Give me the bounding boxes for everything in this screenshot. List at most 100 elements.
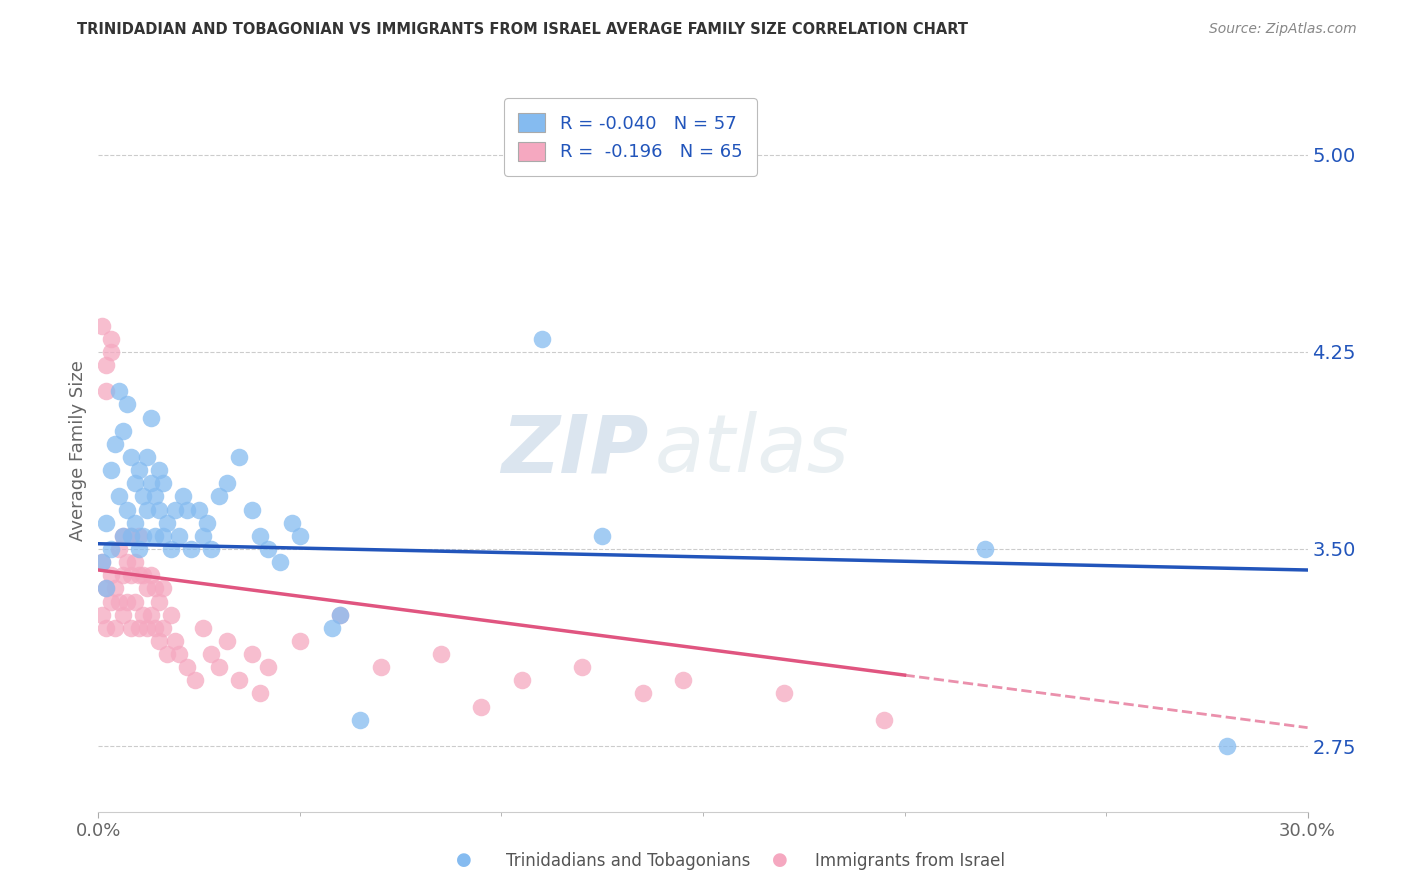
- Point: [152, 476, 174, 491]
- Point: [571, 660, 593, 674]
- Point: [111, 424, 134, 438]
- Point: [128, 529, 150, 543]
- Point: [115, 555, 138, 569]
- Point: [172, 490, 194, 504]
- Point: [591, 529, 613, 543]
- Point: [1216, 739, 1239, 753]
- Point: [100, 463, 122, 477]
- Point: [115, 502, 138, 516]
- Point: [148, 463, 170, 477]
- Point: [217, 476, 239, 491]
- Point: [132, 607, 155, 622]
- Point: [188, 502, 211, 516]
- Point: [631, 686, 654, 700]
- Point: [156, 516, 179, 530]
- Point: [176, 502, 198, 516]
- Point: [184, 673, 207, 688]
- Point: [193, 621, 215, 635]
- Point: [200, 541, 222, 556]
- Point: [143, 582, 166, 596]
- Point: [321, 621, 343, 635]
- Point: [176, 660, 198, 674]
- Point: [470, 699, 492, 714]
- Point: [120, 529, 142, 543]
- Point: [167, 647, 190, 661]
- Point: [240, 502, 263, 516]
- Point: [156, 647, 179, 661]
- Point: [100, 541, 122, 556]
- Point: [139, 476, 162, 491]
- Point: [100, 594, 122, 608]
- Point: [143, 529, 166, 543]
- Point: [139, 410, 162, 425]
- Point: [135, 582, 157, 596]
- Point: [163, 502, 186, 516]
- Point: [430, 647, 453, 661]
- Point: [240, 647, 263, 661]
- Point: [128, 541, 150, 556]
- Point: [124, 516, 146, 530]
- Point: [139, 607, 162, 622]
- Point: [329, 607, 352, 622]
- Point: [148, 502, 170, 516]
- Point: [107, 594, 129, 608]
- Point: [91, 607, 114, 622]
- Point: [208, 660, 231, 674]
- Point: [160, 541, 183, 556]
- Point: [269, 555, 291, 569]
- Point: [120, 568, 142, 582]
- Point: [148, 634, 170, 648]
- Point: [228, 450, 250, 464]
- Point: [107, 384, 129, 399]
- Y-axis label: Average Family Size: Average Family Size: [69, 360, 87, 541]
- Point: [135, 621, 157, 635]
- Text: Immigrants from Israel: Immigrants from Israel: [815, 852, 1005, 870]
- Point: [163, 634, 186, 648]
- Point: [143, 490, 166, 504]
- Text: Trinidadians and Tobagonians: Trinidadians and Tobagonians: [506, 852, 751, 870]
- Point: [132, 529, 155, 543]
- Point: [249, 686, 271, 700]
- Point: [180, 541, 202, 556]
- Point: [96, 582, 118, 596]
- Point: [111, 529, 134, 543]
- Legend: R = -0.040   N = 57, R =  -0.196   N = 65: R = -0.040 N = 57, R = -0.196 N = 65: [503, 98, 756, 176]
- Point: [115, 594, 138, 608]
- Point: [120, 450, 142, 464]
- Point: [124, 555, 146, 569]
- Point: [873, 713, 896, 727]
- Point: [91, 555, 114, 569]
- Point: [672, 673, 695, 688]
- Text: TRINIDADIAN AND TOBAGONIAN VS IMMIGRANTS FROM ISRAEL AVERAGE FAMILY SIZE CORRELA: TRINIDADIAN AND TOBAGONIAN VS IMMIGRANTS…: [77, 22, 969, 37]
- Point: [256, 660, 278, 674]
- Point: [135, 502, 157, 516]
- Point: [329, 607, 352, 622]
- Point: [132, 568, 155, 582]
- Point: [120, 621, 142, 635]
- Point: [100, 568, 122, 582]
- Point: [281, 516, 304, 530]
- Text: ●: ●: [772, 851, 789, 869]
- Point: [288, 529, 311, 543]
- Point: [152, 582, 174, 596]
- Point: [143, 621, 166, 635]
- Point: [772, 686, 794, 700]
- Point: [208, 490, 231, 504]
- Point: [249, 529, 271, 543]
- Point: [349, 713, 371, 727]
- Text: ZIP: ZIP: [501, 411, 648, 490]
- Text: atlas: atlas: [655, 411, 849, 490]
- Point: [152, 621, 174, 635]
- Text: ●: ●: [456, 851, 472, 869]
- Point: [148, 594, 170, 608]
- Point: [120, 529, 142, 543]
- Point: [128, 621, 150, 635]
- Point: [510, 673, 533, 688]
- Point: [135, 450, 157, 464]
- Point: [111, 607, 134, 622]
- Point: [124, 594, 146, 608]
- Text: Source: ZipAtlas.com: Source: ZipAtlas.com: [1209, 22, 1357, 37]
- Point: [96, 621, 118, 635]
- Point: [107, 490, 129, 504]
- Point: [111, 568, 134, 582]
